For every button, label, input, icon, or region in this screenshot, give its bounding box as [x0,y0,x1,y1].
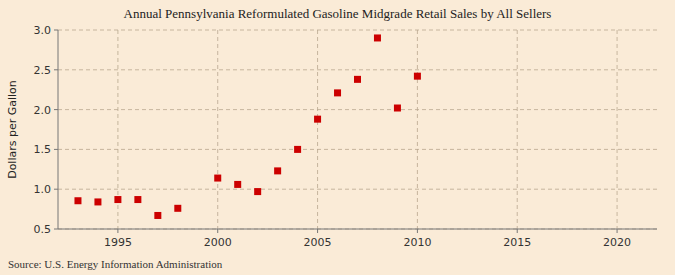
y-grid-line [58,30,657,31]
x-tick-label: 2015 [503,236,531,249]
x-tick [417,229,418,233]
point [254,188,261,195]
point [334,89,341,96]
point [214,175,221,182]
point [174,205,181,212]
x-tick [317,229,318,233]
x-axis-line [58,229,657,230]
x-grid-line [517,30,518,229]
y-tick-label: 3.0 [34,24,52,37]
point [374,34,381,41]
source-note: Source: U.S. Energy Information Administ… [8,258,223,270]
point [74,197,81,204]
point [114,196,121,203]
point [274,167,281,174]
x-tick-label: 2005 [304,236,332,249]
x-tick-label: 2020 [603,236,631,249]
point [94,198,101,205]
y-axis-label: Dollars per Gallon [6,80,19,179]
x-tick [117,229,118,233]
y-tick [54,69,58,70]
x-tick-label: 1995 [104,236,132,249]
x-grid-line [217,30,218,229]
y-axis-line [58,30,59,229]
y-grid-line [58,109,657,110]
x-grid-line [417,30,418,229]
x-tick [517,229,518,233]
y-grid-line [58,69,657,70]
y-grid-line [58,149,657,150]
chart: Annual Pennsylvania Reformulated Gasolin… [0,0,675,275]
y-tick-label: 0.5 [34,223,52,236]
y-grid-line [58,229,657,230]
point [134,196,141,203]
point [354,76,361,83]
x-tick [217,229,218,233]
y-grid-line [58,189,657,190]
y-tick-label: 2.5 [34,64,52,77]
y-tick-label: 1.0 [34,183,52,196]
y-tick-label: 2.0 [34,104,52,117]
y-tick [54,149,58,150]
points [74,34,420,219]
x-tick-label: 2000 [204,236,232,249]
y-tick [54,30,58,31]
point [314,116,321,123]
point [234,181,241,188]
y-tick [54,189,58,190]
x-tick-label: 2010 [403,236,431,249]
x-tick [617,229,618,233]
x-grid-line [617,30,618,229]
x-grid-line [317,30,318,229]
title: Annual Pennsylvania Reformulated Gasolin… [124,6,552,21]
point [294,146,301,153]
grid [58,30,657,229]
axes: 0.5 1.0 1.5 2.0 2.5 3.0 1995 2000 2005 2010 2015 20… [34,24,658,249]
y-tick [54,109,58,110]
y-tick [54,229,58,230]
point [414,73,421,80]
point [154,212,161,219]
point [394,105,401,112]
y-tick-label: 1.5 [34,143,52,156]
